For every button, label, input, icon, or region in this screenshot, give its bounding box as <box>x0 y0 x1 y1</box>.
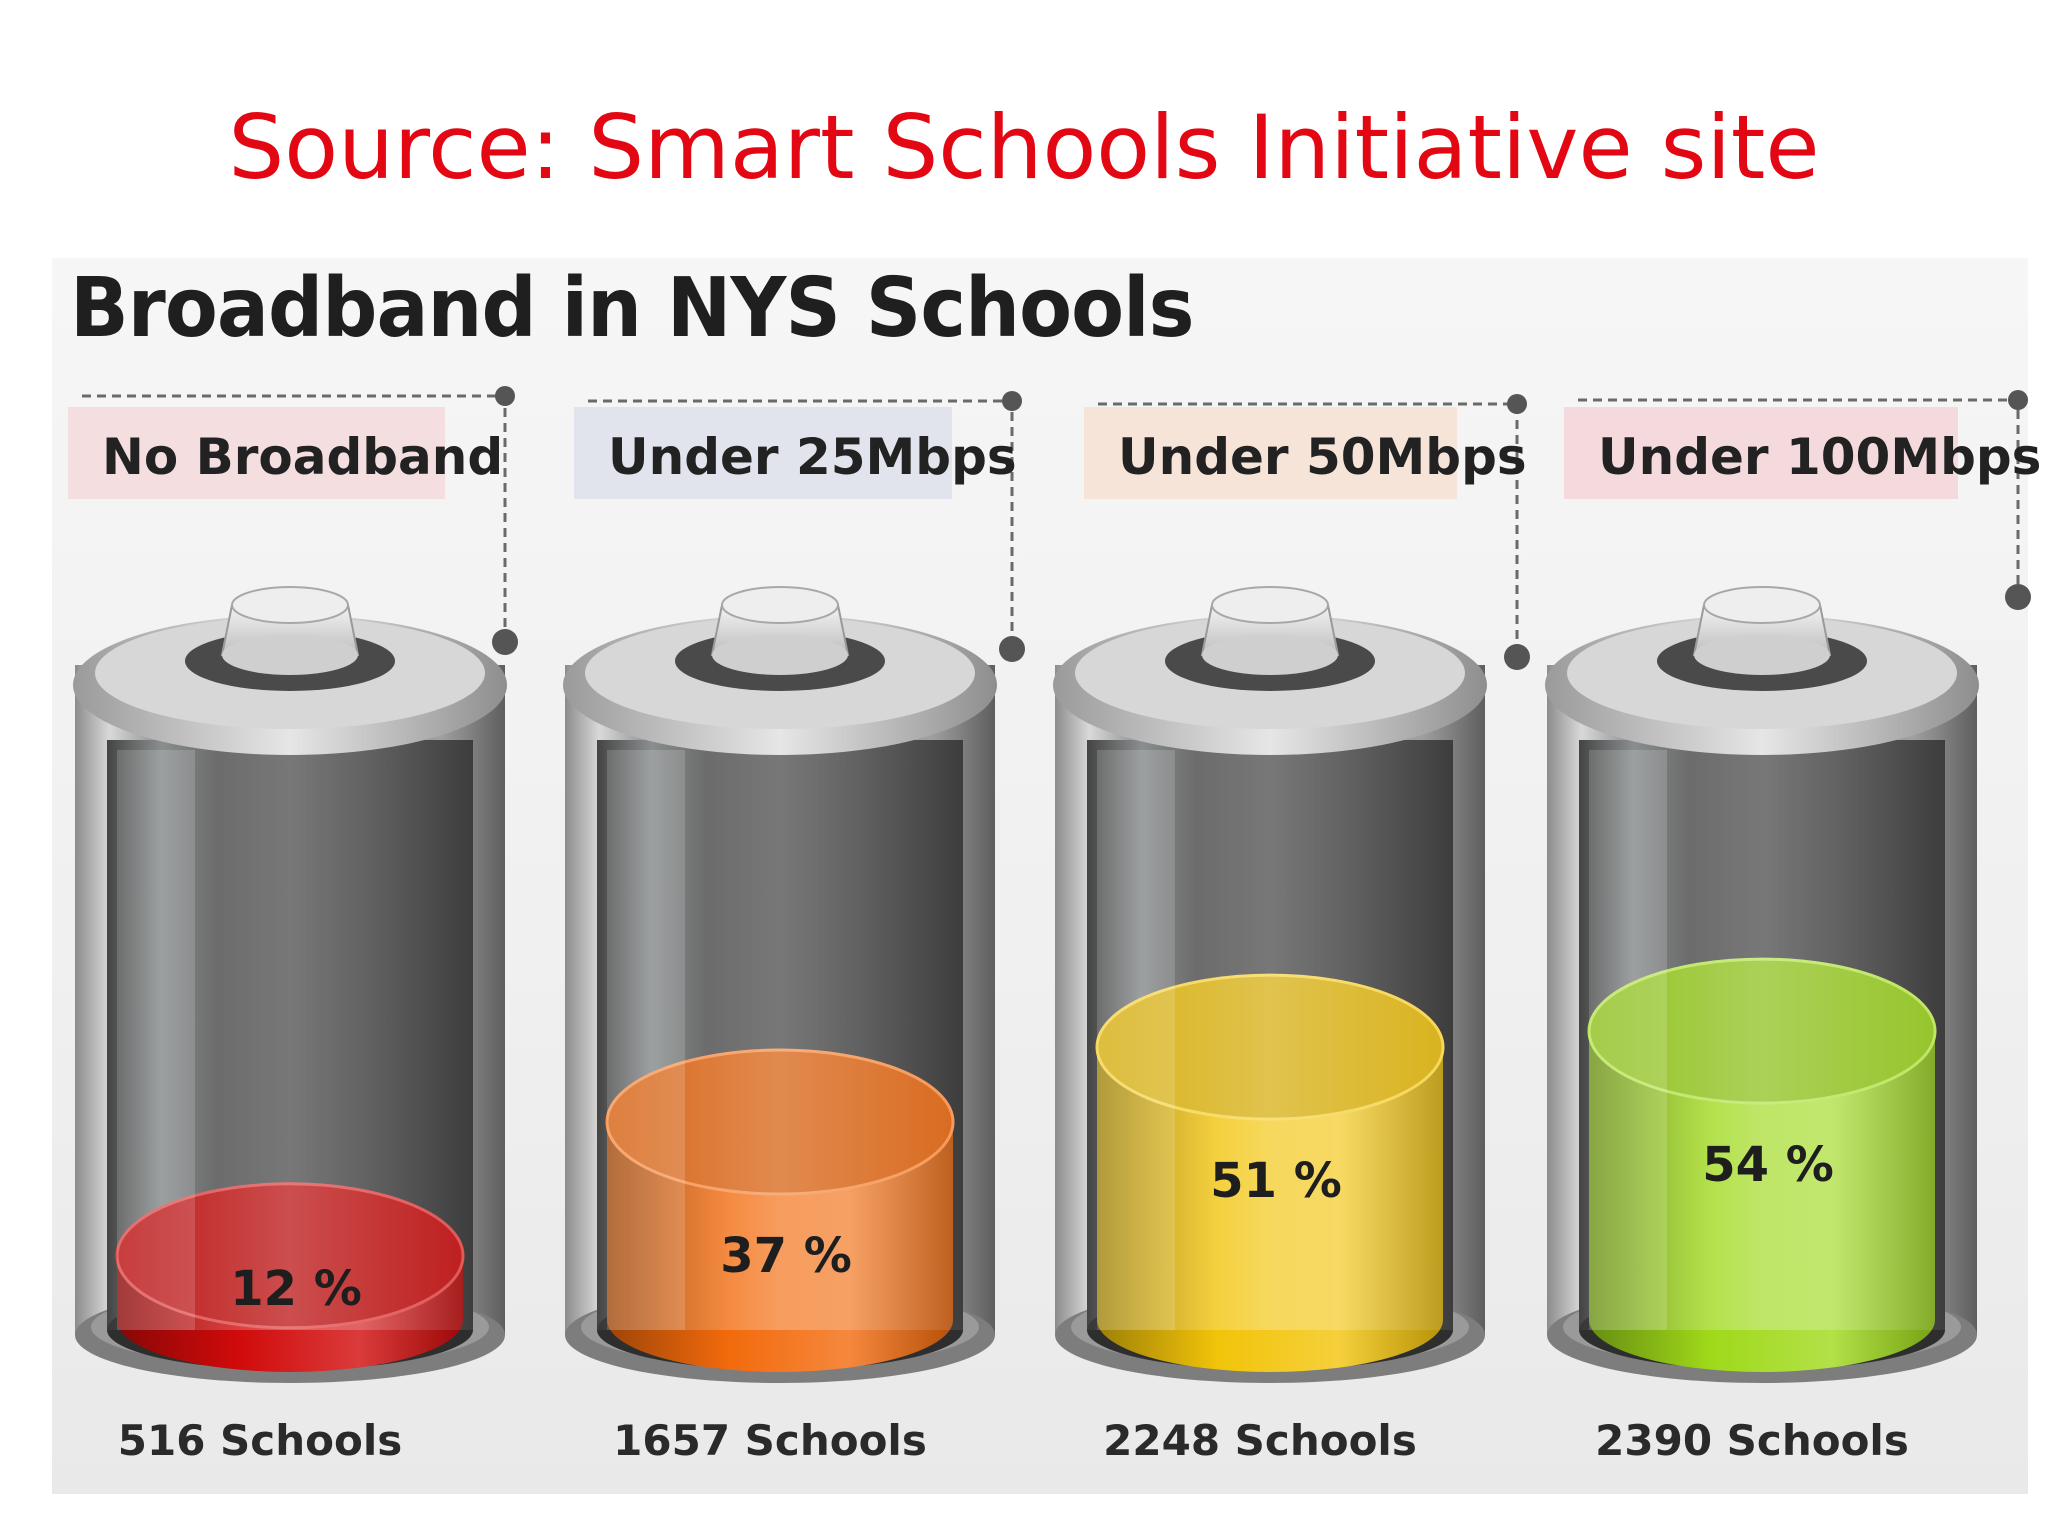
category-connector <box>1098 394 1530 670</box>
battery-terminal-top <box>1703 586 1821 624</box>
value-label: 54 % <box>1702 1137 1834 1193</box>
connector-dot-bottom <box>492 629 518 655</box>
battery-4: Under 100Mbps 54 % 2390 Schools <box>1545 390 2041 1465</box>
category-connector <box>588 391 1025 662</box>
category-connector <box>82 386 518 655</box>
battery-terminal-base <box>712 635 848 675</box>
glass-gloss <box>597 740 963 1330</box>
value-label: 37 % <box>720 1228 852 1284</box>
value-label: 51 % <box>1210 1153 1342 1209</box>
connector-line <box>1098 402 1519 657</box>
category-label: No Broadband <box>102 428 503 486</box>
count-label: 2390 Schools <box>1595 1416 1909 1465</box>
connector-dot-bottom <box>1504 644 1530 670</box>
count-label: 1657 Schools <box>613 1416 927 1465</box>
glass-gloss <box>1579 740 1945 1330</box>
category-connector <box>1578 390 2031 610</box>
battery-terminal-top <box>231 586 349 624</box>
category-tab <box>1564 407 1958 499</box>
connector-dot-bottom <box>999 636 1025 662</box>
connector-dot-top <box>1507 394 1527 414</box>
value-label: 12 % <box>230 1261 362 1317</box>
count-label: 516 Schools <box>118 1416 402 1465</box>
connector-dot-top <box>495 386 515 406</box>
category-label: Under 100Mbps <box>1598 428 2041 486</box>
battery-3: Under 50Mbps 51 % 2248 Schools <box>1053 394 1530 1465</box>
battery-1: No Broadband 12 % 516 Schools <box>68 386 518 1465</box>
category-label: Under 50Mbps <box>1118 428 1527 486</box>
battery-2: Under 25Mbps 37 % 1657 Schools <box>563 391 1025 1465</box>
category-tab <box>574 407 952 499</box>
connector-dot-bottom <box>2005 584 2031 610</box>
connector-dot-top <box>2008 390 2028 410</box>
category-label: Under 25Mbps <box>608 428 1017 486</box>
source-title: Source: Smart Schools Initiative site <box>228 96 1820 199</box>
battery-terminal-top <box>721 586 839 624</box>
category-tab <box>1084 407 1457 499</box>
battery-terminal-base <box>1694 635 1830 675</box>
category-tab <box>68 407 445 499</box>
glass-gloss <box>1087 740 1453 1330</box>
count-label: 2248 Schools <box>1103 1416 1417 1465</box>
battery-terminal-base <box>222 635 358 675</box>
battery-terminal-base <box>1202 635 1338 675</box>
connector-dot-top <box>1002 391 1022 411</box>
glass-gloss <box>107 740 473 1330</box>
battery-terminal-top <box>1211 586 1329 624</box>
chart-title: Broadband in NYS Schools <box>70 261 1194 356</box>
